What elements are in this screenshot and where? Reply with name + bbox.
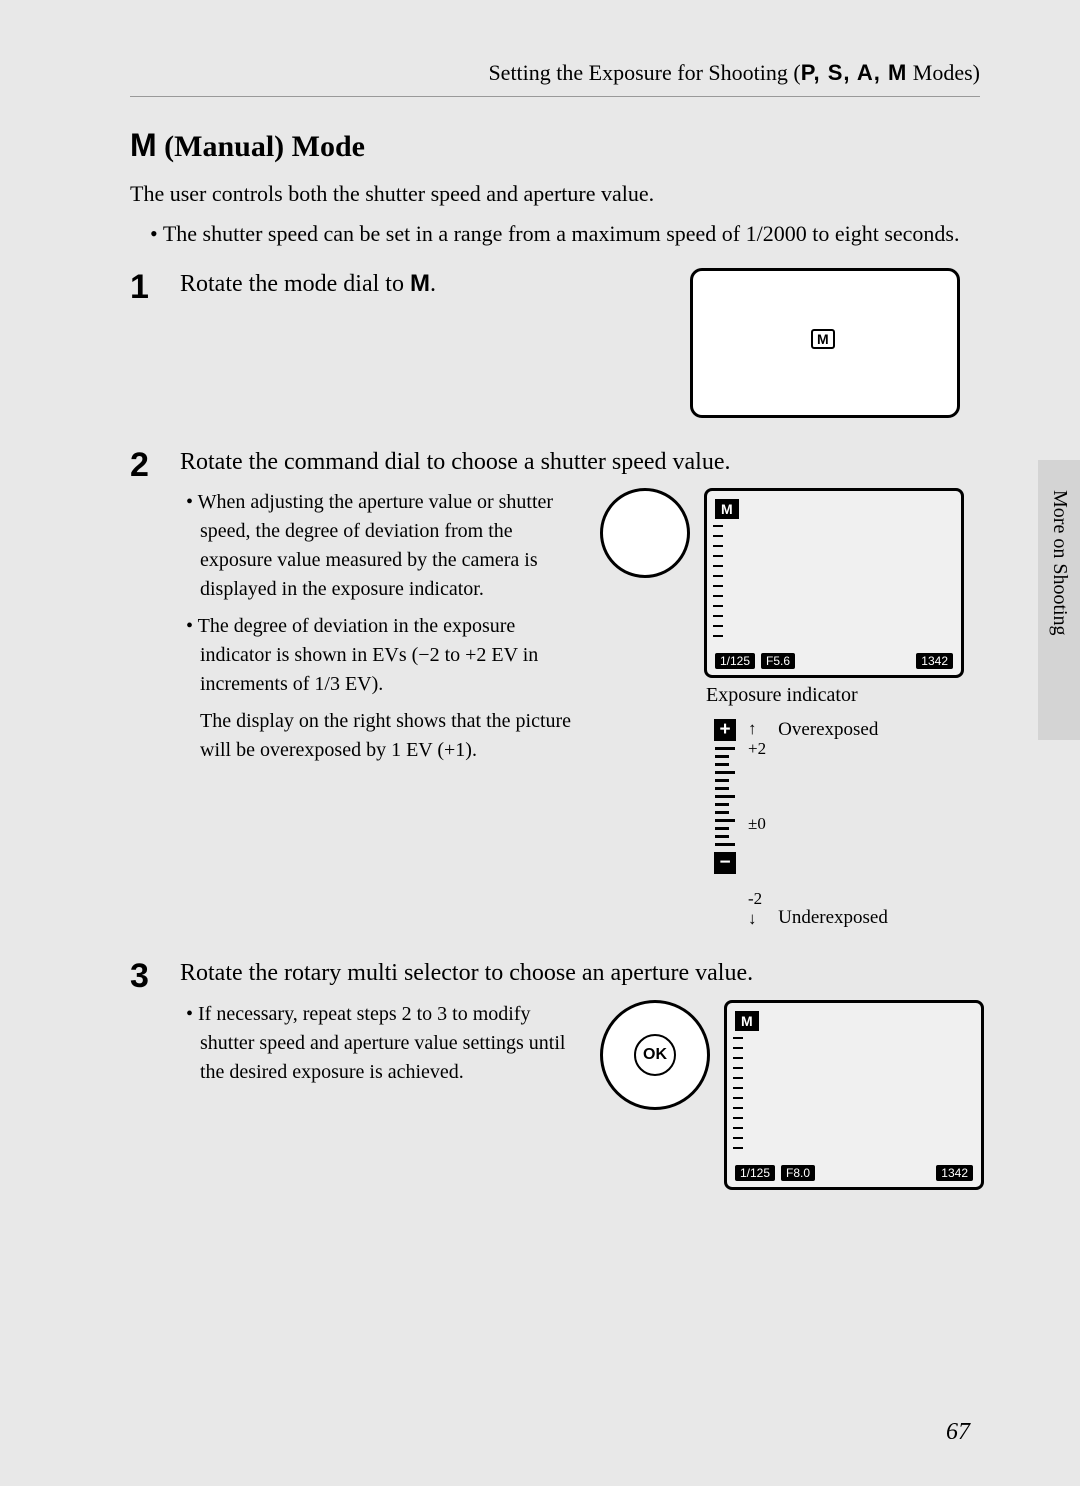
camera-top-view-icon (690, 268, 960, 418)
header-breadcrumb: Setting the Exposure for Shooting (P, S,… (130, 60, 980, 97)
ev-zero: ±0 (748, 814, 766, 834)
ev-plus2: +2 (748, 739, 766, 758)
step-2-continuation: The display on the right shows that the … (186, 707, 580, 765)
lcd-shutter: 1/125 (715, 653, 755, 669)
ev-plus-icon: + (714, 719, 736, 741)
step-1-head-pre: Rotate the mode dial to (180, 271, 410, 297)
rotary-selector-ok-icon (600, 1000, 710, 1110)
ev-arrow-down-icon: ↓ (748, 909, 757, 928)
step-1: 1 Rotate the mode dial to M. (130, 268, 980, 418)
step-3: 3 Rotate the rotary multi selector to ch… (130, 957, 980, 1189)
ev-rail-icon-3 (733, 1037, 743, 1157)
step-3-body: Rotate the rotary multi selector to choo… (180, 957, 980, 1189)
ev-diagram: + − (714, 719, 964, 929)
step-2-bullet-1: When adjusting the aperture value or shu… (186, 488, 580, 604)
lcd-bottom-bar: 1/125 F5.6 1342 (715, 653, 953, 669)
intro-bullet: The shutter speed can be set in a range … (150, 218, 980, 250)
step-2-bullet-2: The degree of deviation in the exposure … (186, 612, 580, 699)
step-2: 2 Rotate the command dial to choose a sh… (130, 446, 980, 929)
step-1-illustration (690, 268, 980, 418)
manual-page: Setting the Exposure for Shooting (P, S,… (0, 0, 1080, 1486)
step-1-head-post: . (430, 271, 436, 297)
ev-arrow-up-icon: ↑ (748, 719, 757, 738)
ev-bar-icon: + − (714, 719, 736, 874)
title-mode-letter: M (130, 127, 157, 163)
step-1-number: 1 (130, 268, 158, 418)
exposure-indicator-label: Exposure indicator (706, 684, 964, 707)
lcd-shutter-3: 1/125 (735, 1165, 775, 1181)
step-3-head: Rotate the rotary multi selector to choo… (180, 957, 980, 989)
step-3-bullet-1: If necessary, repeat steps 2 to 3 to mod… (186, 1000, 580, 1087)
lcd-remaining: 1342 (916, 653, 953, 669)
lcd-aperture: F5.6 (761, 653, 795, 669)
step-2-number: 2 (130, 446, 158, 929)
step-2-head: Rotate the command dial to choose a shut… (180, 446, 980, 478)
command-dial-icon (600, 488, 690, 578)
underexposed-label: Underexposed (778, 907, 888, 929)
ev-minus2: -2 (748, 889, 762, 908)
step-3-number: 3 (130, 957, 158, 1189)
lcd-preview-step2: M 1/125 F5.6 1342 (704, 488, 964, 678)
breadcrumb-suffix: Modes) (907, 60, 980, 85)
page-number: 67 (946, 1419, 970, 1446)
step-1-body: Rotate the mode dial to M. (180, 268, 980, 418)
step-1-head-mode: M (410, 270, 430, 297)
ev-minus-icon: − (714, 852, 736, 874)
step-3-text: If necessary, repeat steps 2 to 3 to mod… (180, 1000, 580, 1095)
step-2-body: Rotate the command dial to choose a shut… (180, 446, 980, 929)
ev-rail-icon (713, 525, 723, 645)
lcd-mode-badge: M (715, 499, 739, 519)
page-title: M (Manual) Mode (130, 127, 980, 164)
lcd-preview-step3: M 1/125 F8.0 1342 (724, 1000, 984, 1190)
step-2-text: When adjusting the aperture value or shu… (180, 488, 580, 765)
intro-text: The user controls both the shutter speed… (130, 178, 980, 210)
section-tab-label: More on Shooting (1038, 460, 1071, 636)
step-3-illustration: M 1/125 F8.0 1342 (600, 1000, 980, 1190)
step-1-head: Rotate the mode dial to M. (180, 268, 670, 300)
section-tab: More on Shooting (1038, 460, 1080, 740)
lcd-bottom-bar-3: 1/125 F8.0 1342 (735, 1165, 973, 1181)
breadcrumb-modes: P, S, A, M (801, 60, 908, 85)
lcd-mode-badge-3: M (735, 1011, 759, 1031)
overexposed-label: Overexposed (778, 719, 888, 741)
step-2-illustration: M 1/125 F5.6 1342 Exposure indicator (600, 488, 980, 929)
ev-word-labels: Overexposed Underexposed (778, 719, 888, 929)
lcd-aperture-3: F8.0 (781, 1165, 815, 1181)
ev-tick-labels: ↑+2 ±0 -2↓ (748, 719, 766, 929)
title-text: (Manual) Mode (157, 130, 365, 163)
breadcrumb-prefix: Setting the Exposure for Shooting ( (488, 60, 800, 85)
lcd-remaining-3: 1342 (936, 1165, 973, 1181)
